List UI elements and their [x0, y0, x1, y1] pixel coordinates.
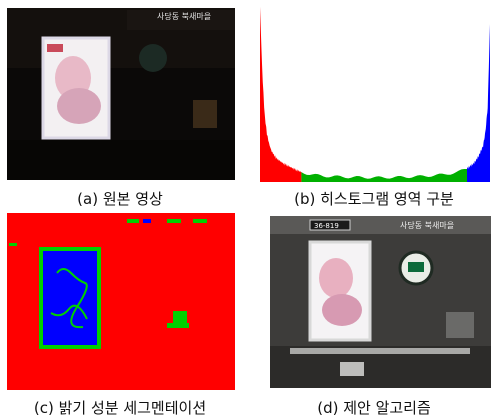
- mid-region-blob: [173, 311, 187, 323]
- caption-d: (d) 제안 알고리즘: [317, 399, 431, 417]
- histogram-region-dark: [260, 6, 302, 182]
- histogram-region-bright: [467, 24, 490, 182]
- plate-text: 36-819: [314, 222, 339, 230]
- panel-b-histogram: [259, 6, 491, 182]
- histogram-region-mid: [301, 168, 467, 182]
- sign-text: 사당동 북새마을: [157, 11, 211, 21]
- round-sign-icon: [139, 44, 167, 72]
- panel-c-segmentation: [7, 213, 235, 390]
- panel-a-original-image: 사당동 북새마을: [7, 8, 235, 180]
- caption-b: (b) 히스토그램 영역 구분: [294, 190, 454, 208]
- caption-c: (c) 밝기 성분 세그멘테이션: [33, 399, 207, 417]
- original-photo: 사당동 북새마을: [7, 8, 235, 180]
- bright-region: [39, 247, 101, 349]
- caption-a: (a) 원본 영상: [77, 190, 163, 208]
- segmentation-map: [7, 213, 235, 390]
- panel-d-proposed: 36-819 사당동 북새마을: [270, 216, 491, 388]
- histogram-chart: [259, 6, 491, 182]
- enhanced-photo: 36-819 사당동 북새마을: [270, 216, 491, 388]
- plate: [309, 219, 351, 231]
- sign-text: 사당동 북새마을: [400, 220, 454, 230]
